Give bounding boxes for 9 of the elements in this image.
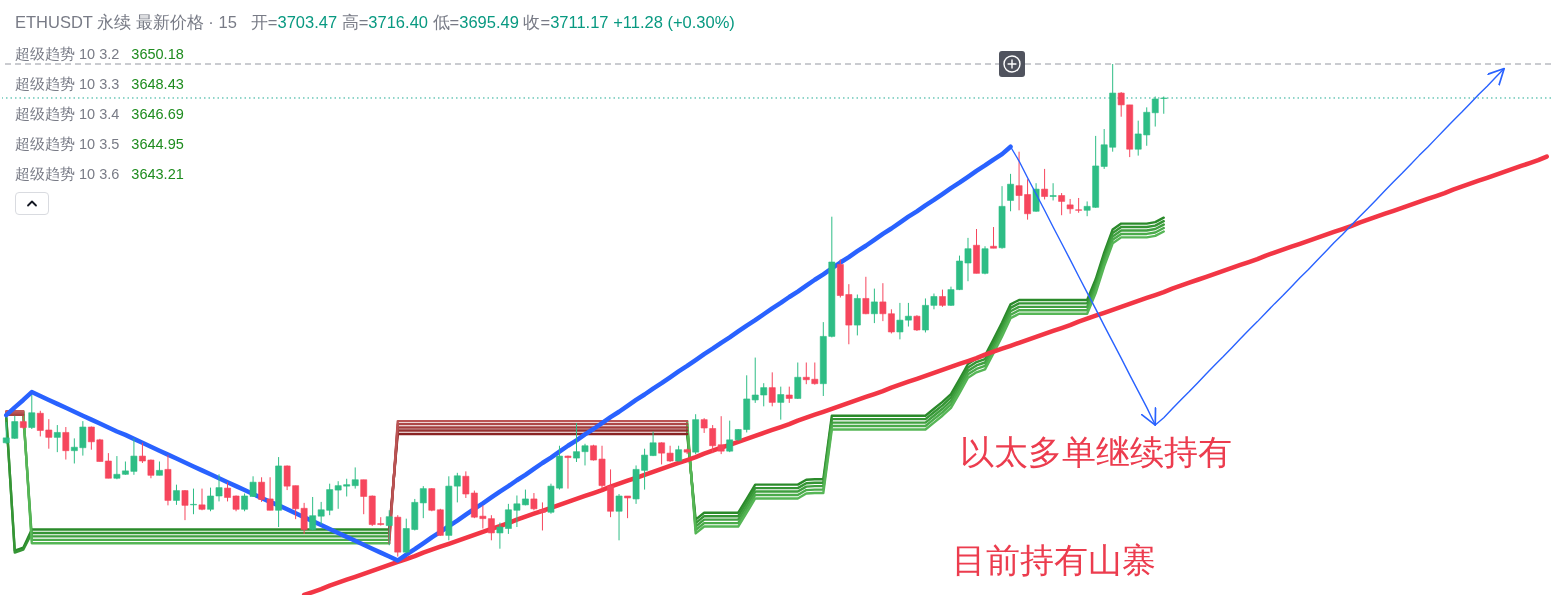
- text: 超级趋势 10 3.2 3650.18: [15, 46, 184, 62]
- annotation: 超级趋势 10 3.6 3643.21: [15, 166, 184, 182]
- annotation: 超级趋势 10 3.4 3646.69: [15, 106, 184, 122]
- text: 开=3703.47 高=3716.40 低=3695.49 收=3711.17 +11.28 (+0.30%): [250, 13, 735, 31]
- annotation: 超级趋势 10 3.3 3648.43: [15, 76, 184, 92]
- annotation: 超级趋势 10 3.5 3644.95: [15, 136, 184, 152]
- annotation: 目前持有山寨: [952, 541, 1156, 579]
- annotation: 以太多单继续持有: [960, 433, 1232, 471]
- chart-title: ETHUSDT 永续 最新价格 · 15: [15, 13, 237, 31]
